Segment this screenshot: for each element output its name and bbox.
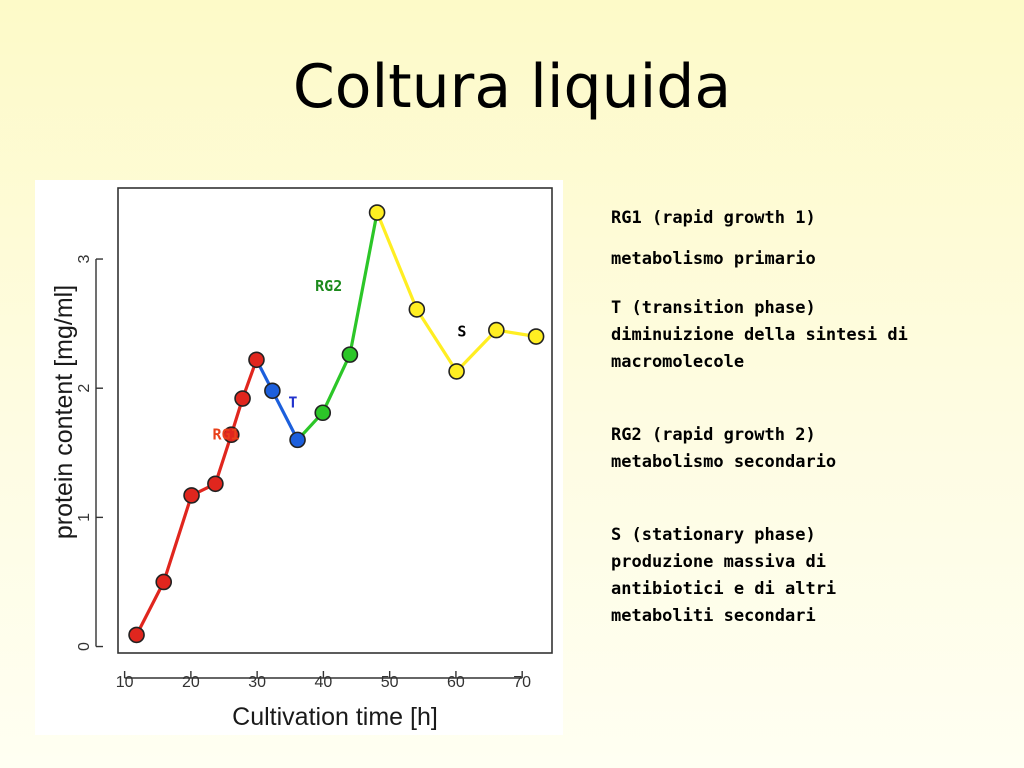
data-point-s (368, 204, 386, 221)
note-rg2-title: RG2 (rapid growth 2) (611, 425, 816, 445)
x-tick-label: 50 (381, 674, 399, 691)
data-point-s (408, 301, 426, 318)
phase-label-t: T (288, 393, 297, 411)
phase-label-s: S (457, 322, 466, 340)
x-axis-title: Cultivation time [h] (232, 703, 438, 731)
y-tick-label: 3 (76, 254, 93, 263)
data-point-rg2 (341, 346, 359, 363)
data-point-rg1 (183, 487, 200, 504)
y-tick-label: 1 (76, 513, 93, 522)
phase-notes: RG1 (rapid growth 1) metabolismo primari… (611, 205, 1016, 630)
data-point-t (289, 431, 306, 449)
series-line-s (375, 211, 537, 373)
note-s-desc-2: antibiotici e di altri (611, 579, 837, 599)
x-tick-label: 20 (182, 674, 200, 691)
note-t-title: T (transition phase) (611, 298, 816, 318)
data-point-rg1 (223, 426, 240, 444)
protein-content-chart: 10 20 30 40 50 60 70 0 1 2 3 RG1 T RG2 S Cultivation … (50, 187, 553, 731)
note-rg1-desc: metabolismo primario (611, 249, 816, 269)
note-t-desc-1: diminuizione della sintesi di (611, 325, 908, 345)
series-line-rg2 (296, 212, 379, 441)
data-point-rg1 (128, 626, 145, 644)
chart-panel: 10 20 30 40 50 60 70 0 1 2 3 RG1 T RG2 S Cultivation … (35, 180, 563, 735)
data-point-rg1 (234, 390, 251, 407)
phase-label-rg2: RG2 (315, 277, 342, 295)
data-point-s (527, 328, 545, 345)
note-s-title: S (stationary phase) (611, 525, 816, 545)
x-tick-label: 70 (513, 674, 531, 691)
note-s-desc-1: produzione massiva di (611, 552, 826, 572)
y-tick-label: 0 (76, 642, 93, 651)
phase-label-rg1: RG1 (212, 426, 239, 444)
data-point-s (488, 321, 505, 339)
data-point-rg1 (155, 573, 173, 591)
note-s-desc-3: metaboliti secondari (611, 606, 816, 626)
note-rg2-desc: metabolismo secondario (611, 452, 837, 472)
x-tick-label: 10 (116, 674, 134, 691)
y-axis-title: protein content [mg/ml] (50, 285, 78, 539)
data-point-rg1 (207, 475, 224, 493)
note-t-desc-2: macromolecole (611, 352, 745, 372)
x-tick-label: 30 (248, 674, 266, 691)
data-point-rg2 (314, 404, 332, 422)
x-tick-label: 40 (315, 674, 333, 691)
data-point-rg1 (248, 351, 265, 369)
data-point-t (264, 382, 281, 400)
y-tick-label: 2 (76, 384, 93, 393)
data-point-s (448, 363, 465, 380)
plot-frame (117, 187, 553, 654)
x-tick-label: 60 (447, 674, 465, 691)
note-rg1-title: RG1 (rapid growth 1) (611, 208, 816, 228)
slide-title: Coltura liquida (292, 52, 732, 122)
